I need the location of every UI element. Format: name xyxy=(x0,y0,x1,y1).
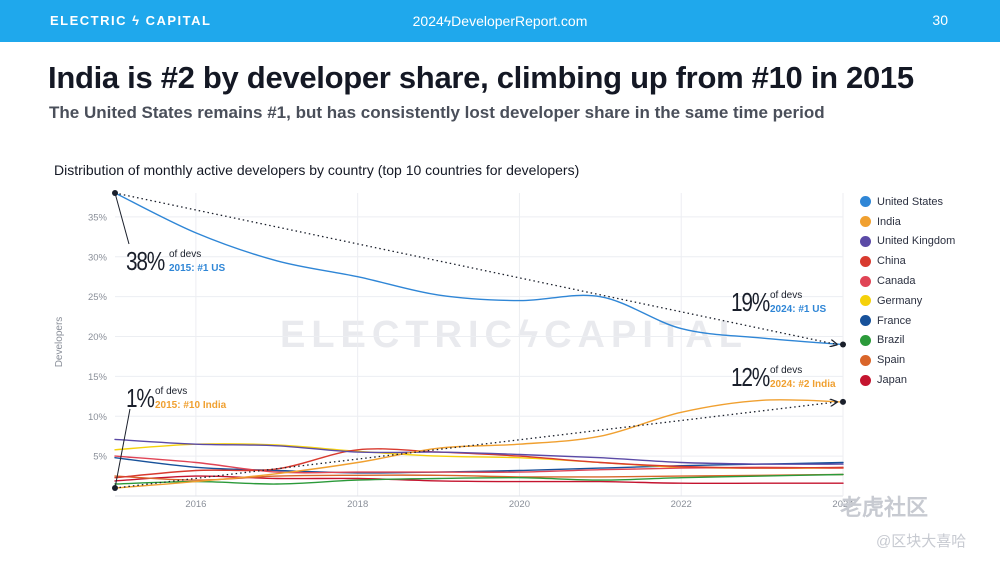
legend-label: United Kingdom xyxy=(877,235,956,248)
endpoint-marker xyxy=(840,341,846,348)
callout-india-2015: 1% of devs 2015: #10 India xyxy=(126,383,226,414)
y-tick-label: 5% xyxy=(93,452,107,463)
y-axis-label: Developers xyxy=(54,317,65,368)
callout-india-2024: 12% of devs 2024: #2 India xyxy=(731,362,836,393)
leader-line-us xyxy=(114,192,130,245)
legend-item: Brazil xyxy=(860,331,955,351)
page-title: India is #2 by developer share, climbing… xyxy=(48,60,914,95)
legend-label: China xyxy=(877,255,906,268)
series-line-brazil xyxy=(114,473,844,485)
legend-swatch xyxy=(860,275,871,287)
top-banner: ELECTRIC ϟ CAPITAL 2024ϟDeveloperReport.… xyxy=(0,0,1000,42)
legend-item: China xyxy=(860,251,955,271)
callout-line2: 2015: #10 India xyxy=(155,400,227,411)
watermark-cn: 老虎社区 xyxy=(840,495,929,520)
x-tick-label: 2016 xyxy=(185,499,206,510)
y-tick-label: 10% xyxy=(88,412,108,423)
y-tick-label: 35% xyxy=(88,212,108,223)
x-tick-label: 2024 xyxy=(832,499,853,510)
x-tick-label: 2020 xyxy=(509,499,530,510)
x-tick-label: 2022 xyxy=(671,499,692,510)
callout-line2: 2024: #2 India xyxy=(770,379,836,390)
legend-swatch xyxy=(860,315,871,327)
legend-label: United States xyxy=(877,195,944,208)
legend-item: United Kingdom xyxy=(860,232,955,252)
series-line-united-kingdom xyxy=(114,438,844,465)
legend-label: India xyxy=(877,215,901,228)
callout-line1: of devs xyxy=(155,386,188,397)
page-subtitle: The United States remains #1, but has co… xyxy=(49,103,825,122)
legend-swatch xyxy=(860,354,871,366)
legend-label: Japan xyxy=(877,374,907,387)
series-line-united-states xyxy=(114,192,844,346)
x-tick-label: 2018 xyxy=(347,499,368,510)
legend-label: Spain xyxy=(877,354,906,367)
callout-line2: 2024: #1 US xyxy=(770,304,827,315)
series-line-japan xyxy=(114,475,844,485)
legend-swatch xyxy=(860,295,871,307)
callout-us-2024: 19% of devs 2024: #1 US xyxy=(731,287,826,318)
callout-value: 38% xyxy=(126,246,165,276)
legend-label: Brazil xyxy=(877,334,905,347)
y-tick-label: 25% xyxy=(88,292,108,303)
annotations xyxy=(112,190,846,492)
chart-legend: United States India United Kingdom China Can… xyxy=(860,192,955,390)
brand-logo: ELECTRIC ϟ CAPITAL xyxy=(50,13,212,28)
legend-item: France xyxy=(860,311,955,331)
series-line-india xyxy=(114,399,844,489)
endpoint-marker xyxy=(840,398,846,405)
series-line-france xyxy=(114,457,844,474)
watermark-cn-handle: @区块大喜哈 xyxy=(876,533,967,550)
callout-line1: of devs xyxy=(169,249,202,260)
legend-item: Spain xyxy=(860,350,955,370)
callout-value: 12% xyxy=(731,362,770,392)
grid-lines xyxy=(115,193,844,496)
legend-item: Canada xyxy=(860,271,955,291)
legend-swatch xyxy=(860,374,871,386)
callout-value: 1% xyxy=(126,383,155,413)
legend-label: Canada xyxy=(877,275,916,288)
callout-value: 19% xyxy=(731,287,770,317)
site-url: 2024ϟDeveloperReport.com xyxy=(412,13,588,29)
y-tick-label: 15% xyxy=(88,372,108,383)
legend-item: Japan xyxy=(860,370,955,390)
legend-swatch xyxy=(860,334,871,346)
legend-item: India xyxy=(860,212,955,232)
legend-label: France xyxy=(877,314,912,327)
leader-line-india xyxy=(114,408,131,489)
page-number: 30 xyxy=(932,12,948,28)
legend-swatch xyxy=(860,196,871,208)
legend-swatch xyxy=(860,255,871,267)
legend-item: United States xyxy=(860,192,955,212)
legend-item: Germany xyxy=(860,291,955,311)
series-lines xyxy=(114,192,844,489)
watermark: ELECTRICϟCAPITAL xyxy=(280,314,748,356)
callout-line1: of devs xyxy=(770,290,803,301)
trend-arrow-us xyxy=(114,192,837,345)
callout-us-2015: 38% of devs 2015: #1 US xyxy=(126,246,225,277)
callout-line1: of devs xyxy=(770,365,803,376)
y-tick-label: 20% xyxy=(88,332,108,343)
legend-label: Germany xyxy=(877,294,923,307)
y-tick-label: 30% xyxy=(88,252,108,263)
chart-title: Distribution of monthly active developer… xyxy=(54,162,580,178)
legend-swatch xyxy=(860,216,871,228)
legend-swatch xyxy=(860,235,871,247)
axes: 5% 10% 15% 20% 25% 30% 35% 2016 2018 2020 2022 2024… xyxy=(54,193,854,510)
callout-line2: 2015: #1 US xyxy=(169,263,226,274)
